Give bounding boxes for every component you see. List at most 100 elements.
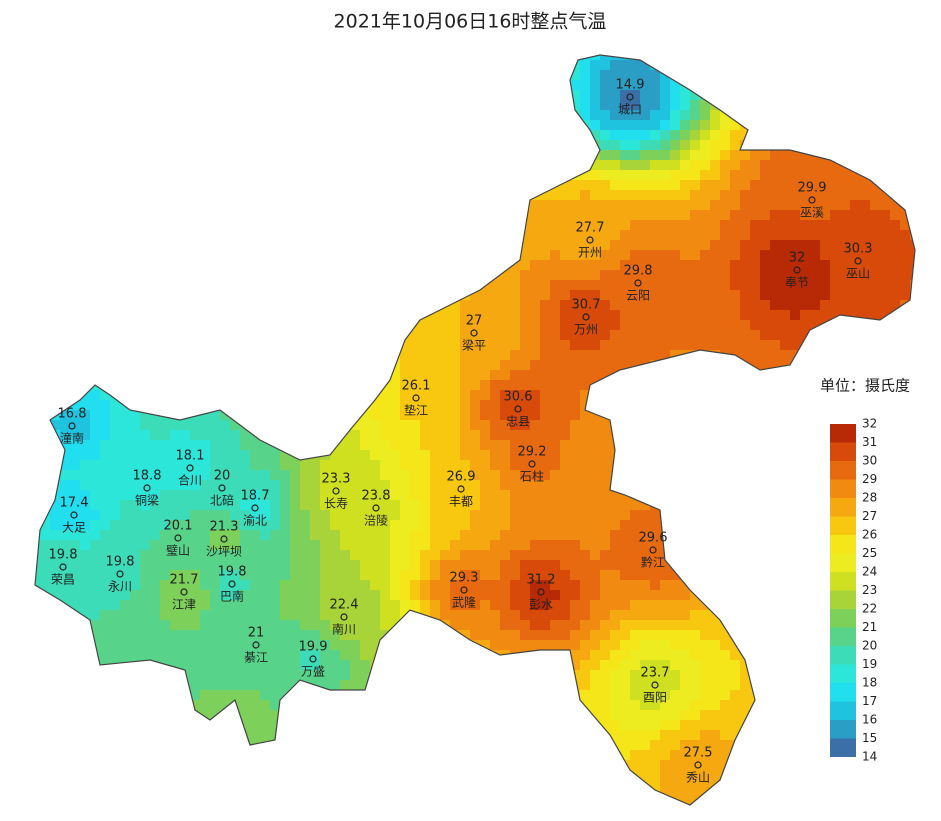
temperature-cell bbox=[680, 280, 691, 291]
temperature-cell bbox=[840, 280, 851, 291]
temperature-cell bbox=[470, 490, 481, 501]
temperature-cell bbox=[370, 590, 381, 601]
temperature-cell bbox=[150, 600, 161, 611]
temperature-cell bbox=[810, 240, 821, 251]
temperature-cell bbox=[730, 340, 741, 351]
temperature-cell bbox=[410, 590, 421, 601]
temperature-cell bbox=[180, 520, 191, 531]
temperature-cell bbox=[660, 590, 671, 601]
temperature-cell bbox=[340, 440, 351, 451]
temperature-cell bbox=[270, 500, 281, 511]
temperature-cell bbox=[80, 500, 91, 511]
temperature-cell bbox=[610, 490, 621, 501]
temperature-cell bbox=[470, 580, 481, 591]
temperature-cell bbox=[380, 390, 391, 401]
temperature-cell bbox=[420, 370, 431, 381]
temperature-cell bbox=[560, 460, 571, 471]
temperature-cell bbox=[170, 510, 181, 521]
temperature-cell bbox=[270, 450, 281, 461]
temperature-cell bbox=[80, 480, 91, 491]
temperature-cell bbox=[570, 180, 581, 191]
temperature-cell bbox=[490, 280, 501, 291]
temperature-cell bbox=[710, 110, 721, 121]
temperature-cell bbox=[700, 200, 711, 211]
temperature-cell bbox=[660, 170, 671, 181]
temperature-cell bbox=[610, 230, 621, 241]
temperature-cell bbox=[680, 340, 691, 351]
temperature-cell bbox=[650, 170, 661, 181]
temperature-cell bbox=[570, 420, 581, 431]
temperature-cell bbox=[520, 510, 531, 521]
temperature-cell bbox=[130, 520, 141, 531]
temperature-cell bbox=[780, 290, 791, 301]
temperature-cell bbox=[170, 430, 181, 441]
temperature-cell bbox=[340, 500, 351, 511]
temperature-cell bbox=[830, 220, 841, 231]
temperature-cell bbox=[670, 580, 681, 591]
temperature-cell bbox=[520, 240, 531, 251]
temperature-cell bbox=[630, 250, 641, 261]
temperature-cell bbox=[540, 230, 551, 241]
temperature-cell bbox=[600, 300, 611, 311]
temperature-cell bbox=[210, 540, 221, 551]
temperature-cell bbox=[50, 510, 61, 521]
temperature-cell bbox=[510, 310, 521, 321]
temperature-cell bbox=[650, 300, 661, 311]
temperature-cell bbox=[640, 560, 651, 571]
temperature-cell bbox=[640, 190, 651, 201]
temperature-cell bbox=[750, 360, 761, 371]
temperature-cell bbox=[620, 310, 631, 321]
temperature-cell bbox=[700, 210, 711, 221]
temperature-cell bbox=[200, 560, 211, 571]
temperature-cell bbox=[390, 510, 401, 521]
temperature-cell bbox=[570, 340, 581, 351]
temperature-cell bbox=[140, 580, 151, 591]
temperature-cell bbox=[530, 600, 541, 611]
temperature-cell bbox=[610, 100, 621, 111]
temperature-cell bbox=[560, 180, 571, 191]
temperature-cell bbox=[320, 500, 331, 511]
temperature-cell bbox=[670, 280, 681, 291]
temperature-cell bbox=[670, 200, 681, 211]
temperature-cell bbox=[480, 460, 491, 471]
temperature-cell bbox=[580, 290, 591, 301]
temperature-cell bbox=[170, 540, 181, 551]
temperature-cell bbox=[670, 140, 681, 151]
temperature-cell bbox=[810, 280, 821, 291]
temperature-cell bbox=[440, 480, 451, 491]
temperature-cell bbox=[640, 300, 651, 311]
temperature-cell bbox=[690, 180, 701, 191]
temperature-cell bbox=[550, 290, 561, 301]
temperature-cell bbox=[320, 560, 331, 571]
temperature-cell bbox=[610, 330, 621, 341]
temperature-cell bbox=[600, 160, 611, 171]
temperature-cell bbox=[580, 190, 591, 201]
temperature-cell bbox=[60, 500, 71, 511]
temperature-cell bbox=[470, 400, 481, 411]
temperature-cell bbox=[880, 310, 891, 321]
temperature-cell bbox=[860, 190, 871, 201]
temperature-cell bbox=[550, 580, 561, 591]
temperature-cell bbox=[330, 490, 341, 501]
temperature-cell bbox=[190, 490, 201, 501]
temperature-cell bbox=[700, 220, 711, 231]
temperature-cell bbox=[720, 270, 731, 281]
temperature-cell bbox=[530, 270, 541, 281]
temperature-cell bbox=[530, 530, 541, 541]
temperature-cell bbox=[330, 450, 341, 461]
temperature-cell bbox=[610, 360, 621, 371]
temperature-cell bbox=[350, 450, 361, 461]
temperature-cell bbox=[370, 510, 381, 521]
temperature-cell bbox=[360, 490, 371, 501]
temperature-cell bbox=[810, 320, 821, 331]
temperature-cell bbox=[90, 480, 101, 491]
temperature-cell bbox=[590, 190, 601, 201]
temperature-cell bbox=[420, 570, 431, 581]
temperature-cell bbox=[810, 160, 821, 171]
temperature-cell bbox=[420, 390, 431, 401]
temperature-cell bbox=[660, 350, 671, 361]
temperature-cell bbox=[190, 550, 201, 561]
temperature-cell bbox=[100, 400, 111, 411]
temperature-cell bbox=[440, 540, 451, 551]
temperature-cell bbox=[750, 260, 761, 271]
